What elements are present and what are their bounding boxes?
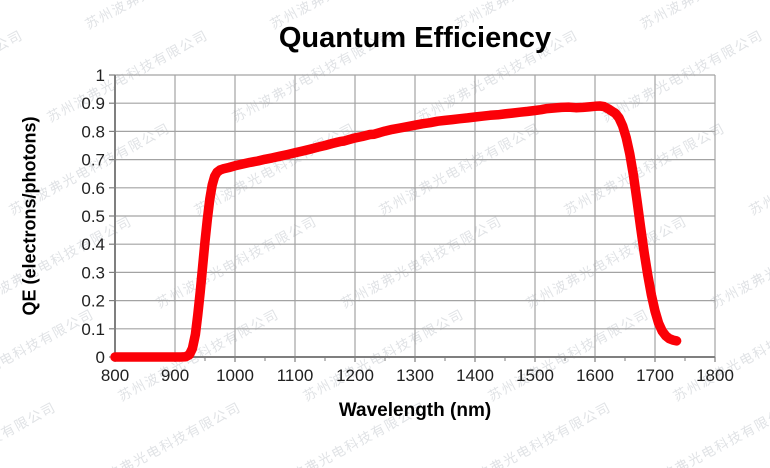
y-tick-label: 0.9 [81, 94, 105, 113]
y-tick-label: 0 [96, 348, 105, 367]
y-tick-label: 1 [96, 66, 105, 85]
x-tick-label: 1400 [456, 366, 494, 385]
chart-title: Quantum Efficiency [278, 22, 552, 54]
y-tick-label: 0.2 [81, 292, 105, 311]
y-tick-label: 0.5 [81, 207, 105, 226]
x-tick-label: 1700 [636, 366, 674, 385]
x-tick-label: 1200 [336, 366, 374, 385]
qe-curve [110, 101, 682, 362]
x-tick-label: 1000 [216, 366, 254, 385]
x-tick-label: 1300 [396, 366, 434, 385]
x-tick-label: 1800 [696, 366, 734, 385]
y-tick-label: 0.8 [81, 122, 105, 141]
x-tick-label: 900 [161, 366, 189, 385]
y-tick-label: 0.3 [81, 263, 105, 282]
x-tick-label: 1500 [516, 366, 554, 385]
x-tick-label: 1100 [277, 366, 314, 385]
x-axis-title: Wavelength (nm) [338, 400, 492, 421]
y-tick-label: 0.7 [81, 151, 105, 170]
y-tick-label: 0.6 [81, 179, 105, 198]
y-tick-label: 0.4 [81, 235, 105, 254]
x-tick-label: 1600 [576, 366, 614, 385]
x-tick-label: 800 [101, 366, 129, 385]
y-tick-label: 0.1 [81, 320, 105, 339]
